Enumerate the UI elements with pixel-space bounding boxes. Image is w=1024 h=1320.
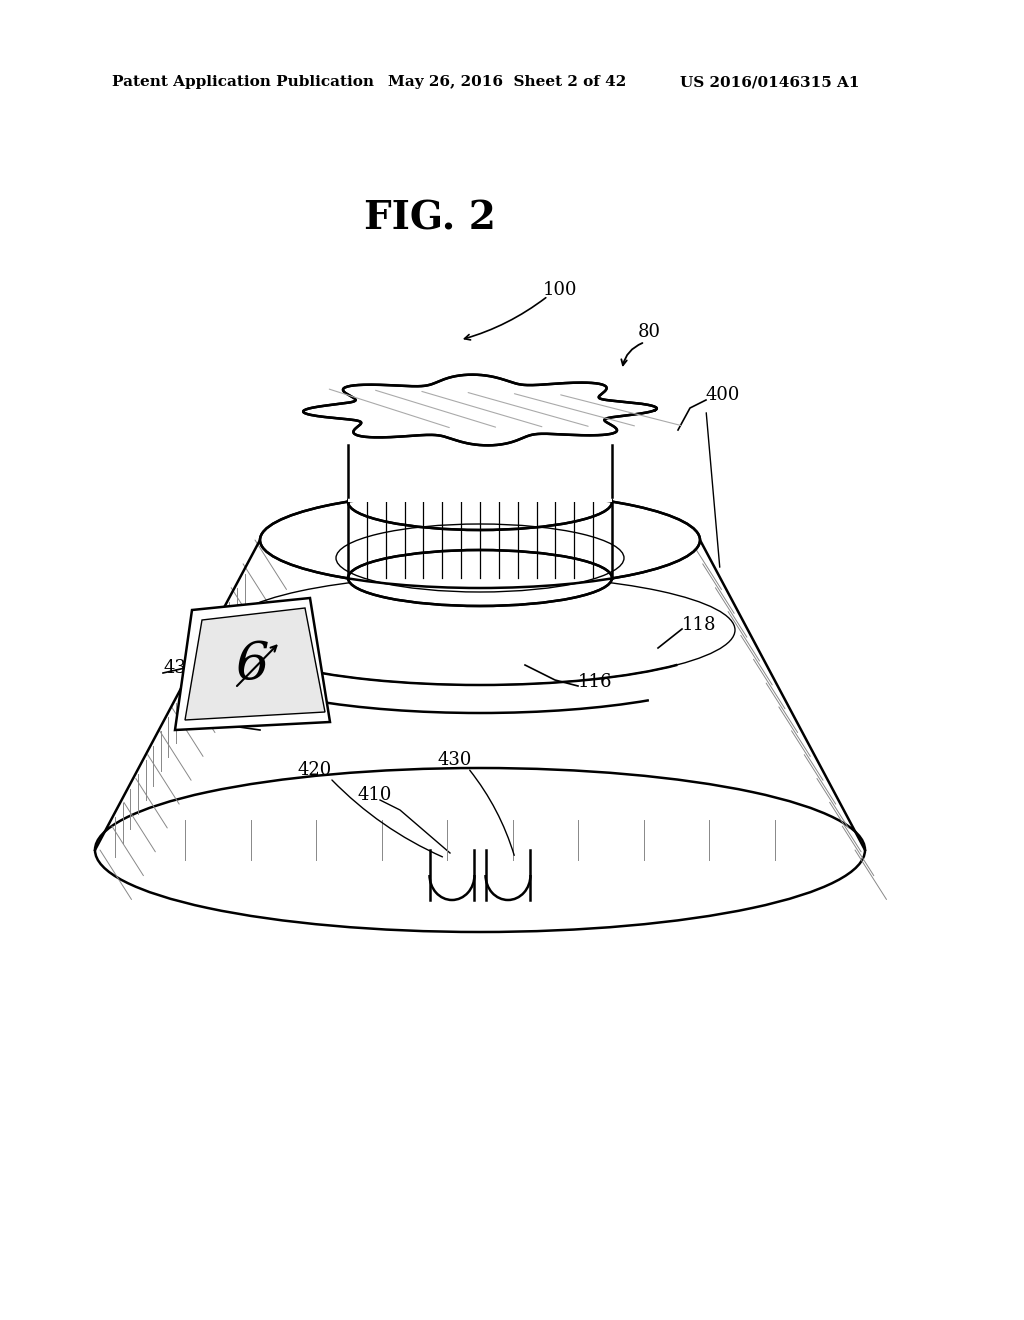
Text: 80: 80 <box>638 323 662 341</box>
Text: 500: 500 <box>195 709 229 727</box>
Polygon shape <box>348 447 612 502</box>
Text: 410: 410 <box>357 785 392 804</box>
Text: 400: 400 <box>706 385 740 404</box>
Text: 116: 116 <box>578 673 612 690</box>
Text: May 26, 2016  Sheet 2 of 42: May 26, 2016 Sheet 2 of 42 <box>388 75 627 88</box>
Ellipse shape <box>353 383 623 437</box>
Polygon shape <box>175 598 330 730</box>
Polygon shape <box>185 609 325 719</box>
Text: US 2016/0146315 A1: US 2016/0146315 A1 <box>680 75 859 88</box>
Text: 434: 434 <box>163 659 198 677</box>
Text: Patent Application Publication: Patent Application Publication <box>112 75 374 88</box>
Ellipse shape <box>348 550 612 606</box>
Polygon shape <box>303 375 656 445</box>
Text: 420: 420 <box>298 762 332 779</box>
Text: 6: 6 <box>234 639 268 690</box>
Text: 118: 118 <box>682 616 717 634</box>
Ellipse shape <box>260 492 700 587</box>
Polygon shape <box>303 375 656 445</box>
Ellipse shape <box>95 768 865 932</box>
Text: FIG. 2: FIG. 2 <box>365 199 496 238</box>
Text: 100: 100 <box>543 281 578 300</box>
Text: 430: 430 <box>438 751 472 770</box>
Polygon shape <box>348 502 612 578</box>
Ellipse shape <box>348 474 612 531</box>
